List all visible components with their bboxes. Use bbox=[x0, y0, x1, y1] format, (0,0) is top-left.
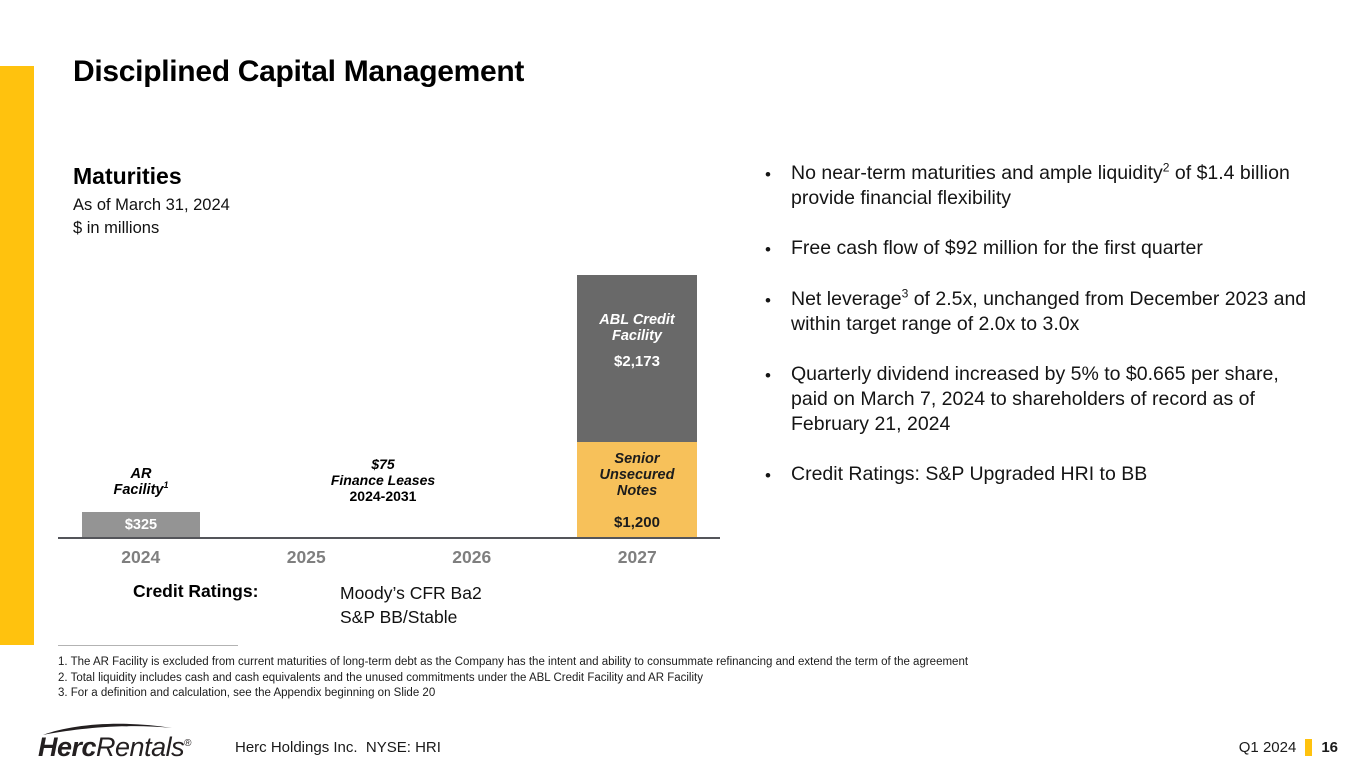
x-tick-2026: 2026 bbox=[452, 547, 492, 567]
footnote-1: 1. The AR Facility is excluded from curr… bbox=[58, 656, 969, 668]
x-axis-labels: 2024 2025 2026 2027 bbox=[58, 547, 720, 568]
footnote-3: 3. For a definition and calculation, see… bbox=[58, 687, 436, 699]
bullet-marker: • bbox=[765, 466, 771, 485]
bullet-marker: • bbox=[765, 165, 771, 184]
bar-senior-unsecured-notes: Senior Unsecured Notes $1,200 bbox=[577, 442, 697, 538]
bar-abl-value: $2,173 bbox=[614, 353, 660, 370]
logo-swoosh-icon bbox=[43, 723, 172, 735]
chart-subtitle: As of March 31, 2024 $ in millions bbox=[73, 194, 230, 240]
bullet-net-leverage: • Net leverage3 of 2.5x, unchanged from … bbox=[765, 286, 1307, 335]
credit-ratings-label: Credit Ratings: bbox=[133, 581, 259, 601]
x-tick-2024: 2024 bbox=[121, 547, 161, 567]
footnote-divider bbox=[58, 645, 238, 646]
highlights-bullet-list: • No near-term maturities and ample liqu… bbox=[765, 161, 1321, 513]
footer-company-line: Herc Holdings Inc. NYSE: HRI bbox=[235, 739, 441, 756]
bullet-credit-ratings: • Credit Ratings: S&P Upgraded HRI to BB bbox=[765, 462, 1321, 488]
x-tick-2027: 2027 bbox=[617, 547, 657, 567]
credit-ratings-row: Credit Ratings: Moody’s CFR Ba2 S&P BB/S… bbox=[133, 581, 613, 633]
bar-abl-credit-facility: ABL Credit Facility $2,173 bbox=[577, 275, 697, 442]
credit-rating-moodys: Moody’s CFR Ba2 bbox=[340, 583, 482, 603]
bullet-liquidity: • No near-term maturities and ample liqu… bbox=[765, 160, 1290, 209]
page-number-tick-icon bbox=[1305, 738, 1313, 756]
registered-mark: ® bbox=[184, 738, 192, 749]
herc-rentals-logo: HercRentals® bbox=[38, 722, 208, 764]
logo-wordmark: HercRentals® bbox=[38, 732, 192, 762]
footer-period: Q1 2024 bbox=[1238, 738, 1297, 756]
bullet-marker: • bbox=[765, 291, 771, 310]
finance-leases-label: $75 Finance Leases 2024-2031 bbox=[330, 456, 436, 504]
accent-side-bar bbox=[0, 66, 34, 645]
chart-as-of-date: As of March 31, 2024 bbox=[73, 196, 230, 214]
chart-units-label: $ in millions bbox=[73, 219, 160, 237]
maturities-bar-chart: AR Facility1 $325 $75 Finance Leases 202… bbox=[58, 260, 720, 570]
x-axis-line bbox=[58, 537, 720, 539]
credit-rating-sp: S&P BB/Stable bbox=[340, 607, 458, 627]
bar-senior-value: $1,200 bbox=[614, 514, 660, 531]
footnote-ref-3: 3 bbox=[901, 286, 909, 301]
bullet-marker: • bbox=[765, 240, 771, 259]
credit-ratings-value: Moody’s CFR Ba2 S&P BB/Stable bbox=[340, 581, 482, 629]
bar-ar-value: $325 bbox=[124, 517, 158, 533]
bullet-free-cash-flow: • Free cash flow of $92 million for the … bbox=[765, 236, 1321, 262]
footnote-2: 2. Total liquidity includes cash and cas… bbox=[58, 671, 703, 684]
footnote-ref-2: 2 bbox=[1162, 160, 1170, 175]
page-number: 16 bbox=[1321, 738, 1338, 756]
footnote-ref-1: 1 bbox=[163, 480, 169, 491]
footnotes: 1. The AR Facility is excluded from curr… bbox=[58, 655, 1238, 702]
bar-ar-facility: $325 bbox=[82, 512, 200, 538]
bullet-dividend: • Quarterly dividend increased by 5% to … bbox=[765, 363, 1279, 435]
bar-2027-stack: ABL Credit Facility $2,173 Senior Unsecu… bbox=[577, 275, 697, 538]
page-title: Disciplined Capital Management bbox=[73, 55, 525, 88]
bullet-marker: • bbox=[765, 366, 771, 385]
chart-heading: Maturities bbox=[73, 163, 182, 189]
footer-page-info: Q1 2024 16 bbox=[1239, 737, 1338, 757]
ar-facility-label: AR Facility1 bbox=[113, 466, 169, 498]
x-tick-2025: 2025 bbox=[286, 547, 326, 567]
